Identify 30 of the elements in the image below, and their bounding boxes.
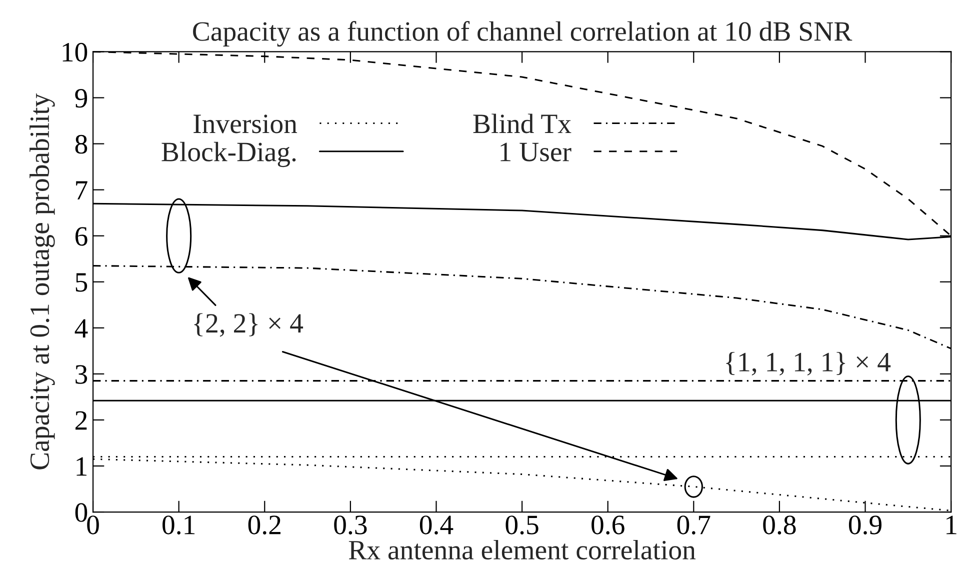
y-tick-label: 3 — [76, 365, 88, 384]
y-tick-label: 0 — [75, 503, 88, 522]
x-axis-title: Rx antenna element correlation — [348, 540, 696, 560]
x-tick-label: 0.3 — [334, 516, 367, 534]
legend-label: Block-Diag. — [162, 142, 296, 168]
annotation: {2, 2} × 4 — [194, 313, 304, 337]
y-tick-label: 9 — [75, 88, 88, 108]
y-tick-label: 2 — [75, 411, 87, 430]
y-tick-label: 10 — [62, 42, 88, 62]
y-tick-label: 4 — [74, 319, 88, 338]
x-tick-label: 1 — [946, 516, 956, 534]
y-tick-label: 5 — [76, 273, 88, 292]
y-axis-title: Capacity at 0.1 outage probability — [30, 93, 55, 470]
x-tick-label: 0.1 — [162, 516, 195, 534]
y-tick-label: 1 — [76, 457, 86, 476]
y-tick-label: 6 — [75, 227, 88, 246]
x-tick-label: 0.9 — [848, 516, 882, 534]
x-tick-label: 0.2 — [248, 516, 280, 534]
y-tick-label: 7 — [76, 181, 88, 200]
x-tick-label: 0.8 — [763, 516, 796, 534]
x-tick-label: 0.6 — [592, 516, 624, 534]
legend-label: 1 User — [500, 142, 572, 162]
legend-label: Blind Tx — [473, 114, 572, 134]
y-tick-label: 8 — [75, 134, 88, 154]
legend-label: Inversion — [194, 114, 298, 134]
x-tick-label: 0.7 — [677, 516, 710, 534]
x-tick-label: 0.4 — [420, 516, 454, 534]
chart-title: Capacity as a function of channel correlation at 10 dB SNR — [193, 21, 852, 47]
annotation: {1, 1, 1, 1} × 4 — [726, 352, 891, 376]
x-tick-label: 0.5 — [506, 516, 538, 534]
